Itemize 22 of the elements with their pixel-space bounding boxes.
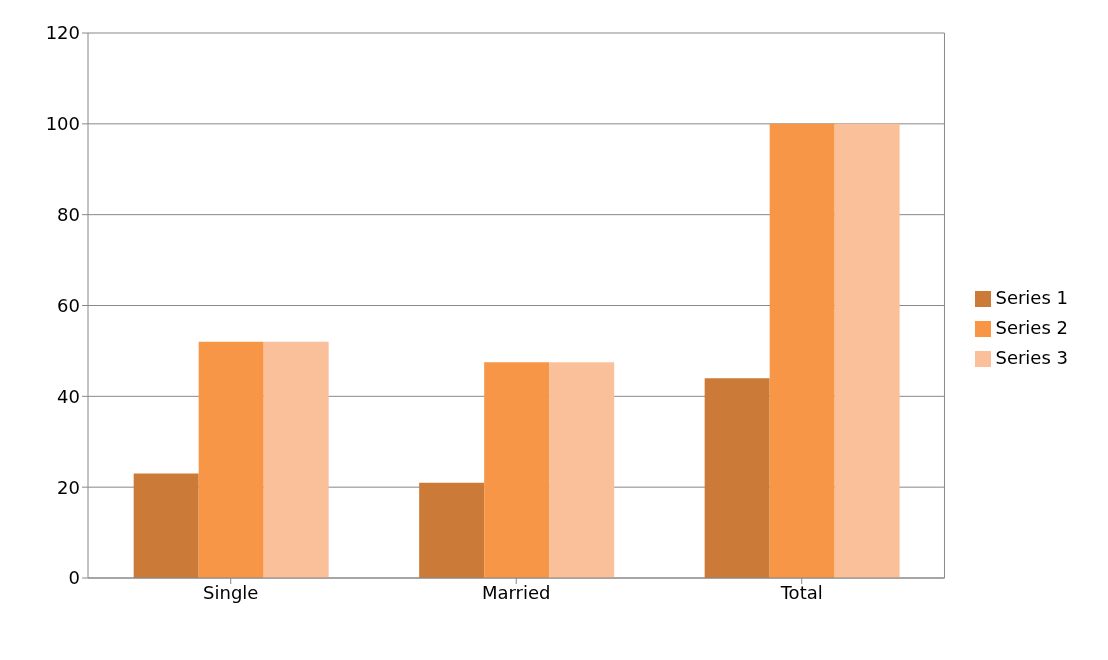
bar xyxy=(549,362,615,578)
bar xyxy=(133,473,199,578)
x-tick-label: Total xyxy=(779,581,823,603)
y-tick-label: 60 xyxy=(57,294,80,316)
legend-label: Series 3 xyxy=(995,347,1068,368)
bar xyxy=(769,123,835,578)
y-tick-label: 100 xyxy=(45,113,80,135)
y-tick-label: 80 xyxy=(57,204,80,226)
bar xyxy=(704,378,770,578)
x-tick-label: Married xyxy=(481,581,551,603)
bar xyxy=(834,123,900,578)
y-tick-label: 120 xyxy=(45,22,80,44)
bar xyxy=(419,482,485,578)
y-tick-label: 20 xyxy=(57,476,80,498)
bar xyxy=(484,362,550,578)
legend-label: Series 1 xyxy=(995,287,1068,308)
x-tick-label: Single xyxy=(203,581,259,603)
legend-label: Series 2 xyxy=(995,317,1068,338)
bar xyxy=(198,341,264,578)
y-tick-label: 40 xyxy=(57,385,80,407)
y-tick-label: 0 xyxy=(68,567,80,589)
bar xyxy=(263,341,329,578)
